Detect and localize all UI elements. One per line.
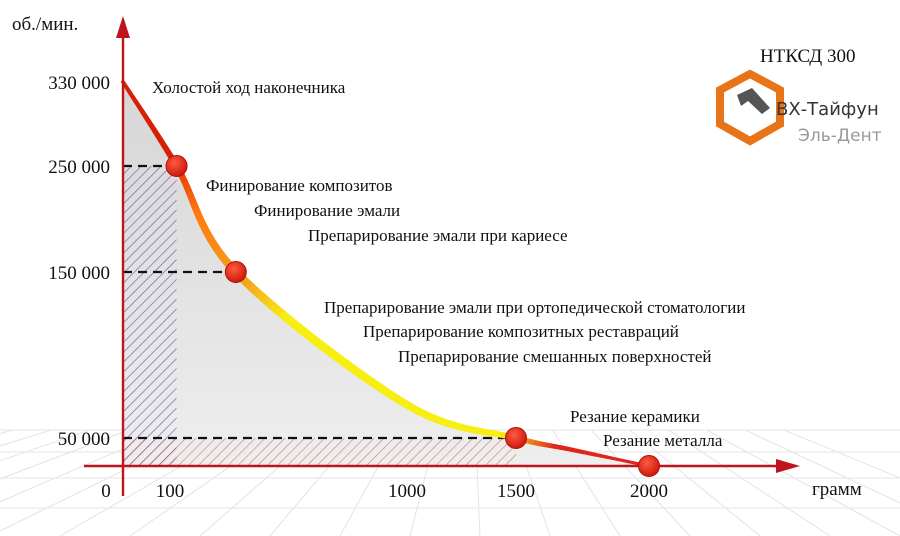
annotation: Препарирование композитных реставраций	[363, 322, 679, 341]
annotations: Холостой ход наконечника Финирование ком…	[152, 78, 745, 450]
data-point-marker	[224, 261, 247, 283]
logo-handpiece-icon	[737, 88, 770, 114]
hatch-region-bottom-band	[123, 438, 516, 466]
axes	[84, 16, 800, 496]
hatch-region-low-load	[123, 166, 177, 466]
y-tick-labels: 50 000 150 000 250 000 330 000	[48, 73, 110, 450]
annotation: Резание керамики	[570, 407, 700, 426]
floor-grid-line	[0, 429, 91, 462]
y-tick-label: 250 000	[48, 157, 110, 178]
annotation: Препарирование смешанных поверхностей	[398, 347, 711, 366]
floor-grid-line	[0, 429, 130, 480]
data-point-marker	[165, 155, 188, 177]
dashed-guides	[123, 164, 516, 440]
y-tick-label: 50 000	[58, 429, 110, 450]
annotation: Финирование эмали	[254, 201, 400, 220]
annotation: Резание металла	[603, 431, 723, 450]
logo-hexagon-icon	[716, 69, 784, 146]
x-axis-arrow	[776, 459, 800, 473]
floor-grid-line	[590, 429, 691, 536]
brand-name: ВХ-Тайфун	[776, 99, 879, 120]
floor-grid-line	[783, 429, 900, 479]
brand-subname: Эль-Дент	[798, 126, 882, 146]
brand-logo: ВХ-Тайфун Эль-Дент	[716, 69, 882, 146]
annotation: Препарирование эмали при кариесе	[308, 226, 568, 245]
data-point-marker	[505, 427, 527, 449]
y-tick-label: 330 000	[48, 73, 110, 94]
y-tick-label: 150 000	[48, 263, 110, 284]
floor-grid-line	[629, 429, 761, 536]
chart-title: НТКСД 300	[760, 46, 855, 67]
area-under-curve	[123, 82, 649, 466]
series-markers	[165, 155, 660, 477]
annotation: Препарирование эмали при ортопедической …	[324, 298, 745, 317]
x-tick-label: 0	[101, 481, 111, 502]
annotation: Холостой ход наконечника	[152, 78, 346, 97]
floor-grid-line	[706, 429, 900, 536]
x-tick-labels: 0 100 1000 1500 2000	[101, 481, 668, 502]
annotation: Финирование композитов	[206, 176, 393, 195]
data-point-marker	[638, 455, 660, 477]
x-axis-label: грамм	[812, 479, 862, 500]
y-axis-label: об./мин.	[12, 14, 78, 35]
floor-grid-line	[744, 429, 900, 504]
x-tick-label: 100	[156, 481, 185, 502]
y-axis-arrow	[116, 16, 130, 38]
floor-grid-line	[667, 429, 831, 536]
x-tick-label: 2000	[630, 481, 668, 502]
x-tick-label: 1500	[497, 481, 535, 502]
x-tick-label: 1000	[388, 481, 426, 502]
